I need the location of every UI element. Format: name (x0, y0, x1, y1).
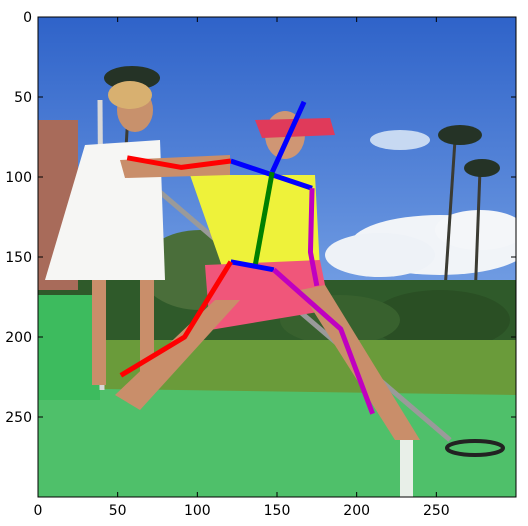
x-tick-label: 200 (343, 503, 370, 519)
y-tick-label: 0 (23, 10, 32, 26)
x-tick-label: 50 (109, 503, 127, 519)
limb-head (269, 100, 307, 174)
x-tick-label: 250 (423, 503, 450, 519)
axis-ticks: 0 50 100 150 200 250 0 50 100 150 200 250 (5, 10, 516, 519)
x-tick-label: 150 (264, 503, 291, 519)
limb-left-leg (272, 267, 375, 415)
limb-left-arm (307, 188, 320, 287)
x-tick-label: 0 (34, 503, 43, 519)
y-tick-label: 150 (5, 250, 32, 266)
x-tick-label: 100 (184, 503, 211, 519)
y-tick-label: 50 (14, 90, 32, 106)
photo-background (38, 17, 516, 497)
limb-right-arm (126, 155, 232, 170)
limb-right-leg (119, 260, 233, 378)
limb-torso (252, 171, 275, 269)
limb-hips (230, 259, 275, 273)
y-tick-label: 100 (5, 170, 32, 186)
skeleton (119, 100, 375, 415)
y-tick-label: 200 (5, 330, 32, 346)
y-tick-label: 250 (5, 410, 32, 426)
